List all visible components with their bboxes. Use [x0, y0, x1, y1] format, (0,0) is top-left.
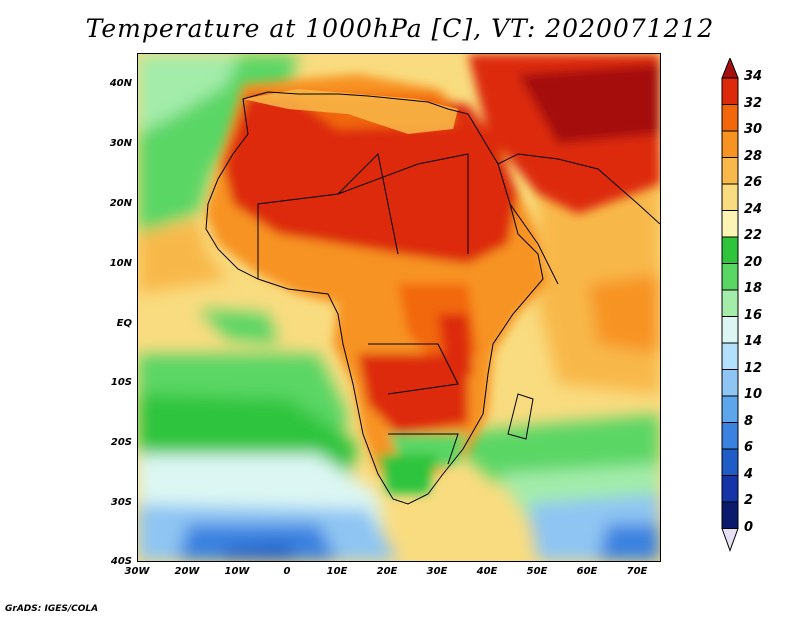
lat-label-20s: 20S: [110, 437, 132, 448]
lat-label-20n: 20N: [109, 198, 132, 209]
colorbar-label: 24: [744, 201, 763, 217]
colorbar-band: [721, 130, 739, 158]
map-title: Temperature at 1000hPa [C], VT: 20200712…: [85, 14, 715, 43]
lon-label-10w: 10W: [224, 566, 250, 577]
lat-label-30s: 30S: [110, 497, 132, 508]
colorbar-band: [721, 104, 739, 132]
colorbar-label: 2: [744, 493, 754, 508]
lon-label-0: 0: [283, 566, 291, 577]
colorbar-band: [721, 422, 739, 450]
lon-label-70e: 70E: [626, 566, 648, 577]
colorbar-band: [721, 289, 739, 317]
coastlines: [205, 91, 660, 505]
lat-label-10n: 10N: [109, 258, 132, 269]
mediterranean: [243, 89, 458, 134]
lat-label-10s: 10S: [110, 377, 132, 388]
colorbar-label: 32: [744, 95, 763, 111]
colorbar-label: 18: [744, 281, 763, 296]
lat-label-eq: EQ: [116, 318, 132, 329]
grads-credit: GrADS: IGES/COLA: [5, 604, 99, 614]
land-shading: [206, 54, 660, 494]
temperature-field: [138, 54, 660, 561]
colorbar-band: [721, 183, 739, 211]
colorbar-label: 22: [744, 228, 763, 243]
colorbar-label: 30: [744, 122, 763, 137]
map-panel: [137, 53, 661, 562]
lon-label-20w: 20W: [174, 566, 200, 577]
colorbar-band: [721, 501, 739, 529]
colorbar: [721, 58, 739, 552]
colorbar-band: [721, 263, 739, 291]
colorbar-label: 16: [744, 307, 763, 323]
ocean-shading: [138, 54, 660, 561]
lon-label-60e: 60E: [576, 566, 598, 577]
colorbar-band: [721, 236, 739, 264]
lon-label-40e: 40E: [476, 566, 498, 577]
colorbar-label: 34: [744, 69, 763, 84]
colorbar-label: 20: [744, 254, 763, 270]
colorbar-label: 14: [744, 334, 763, 349]
colorbar-band: [721, 475, 739, 503]
colorbar-label: 10: [744, 387, 763, 402]
lat-label-40s: 40S: [110, 556, 132, 567]
colorbar-label: 6: [744, 440, 754, 455]
lon-label-10e: 10E: [326, 566, 348, 577]
colorbar-label: 12: [744, 360, 763, 376]
lat-label-30n: 30N: [109, 138, 132, 149]
lon-label-50e: 50E: [526, 566, 548, 577]
colorbar-band: [721, 448, 739, 476]
colorbar-band: [721, 210, 739, 238]
colorbar-bottom-arrow: [721, 528, 739, 552]
colorbar-label: 4: [744, 466, 754, 482]
colorbar-label: 26: [744, 175, 763, 190]
colorbar-band: [721, 77, 739, 105]
colorbar-band: [721, 157, 739, 185]
colorbar-top-arrow: [721, 58, 739, 79]
colorbar-band: [721, 342, 739, 370]
colorbar-label: 0: [744, 519, 754, 535]
colorbar-band: [721, 369, 739, 397]
colorbar-label: 28: [744, 148, 763, 164]
lon-label-30e: 30E: [426, 566, 448, 577]
colorbar-label: 8: [744, 413, 754, 429]
lon-label-30w: 30W: [124, 566, 150, 577]
colorbar-band: [721, 316, 739, 344]
lat-label-40n: 40N: [109, 78, 132, 89]
colorbar-band: [721, 395, 739, 423]
lon-label-20e: 20E: [376, 566, 398, 577]
